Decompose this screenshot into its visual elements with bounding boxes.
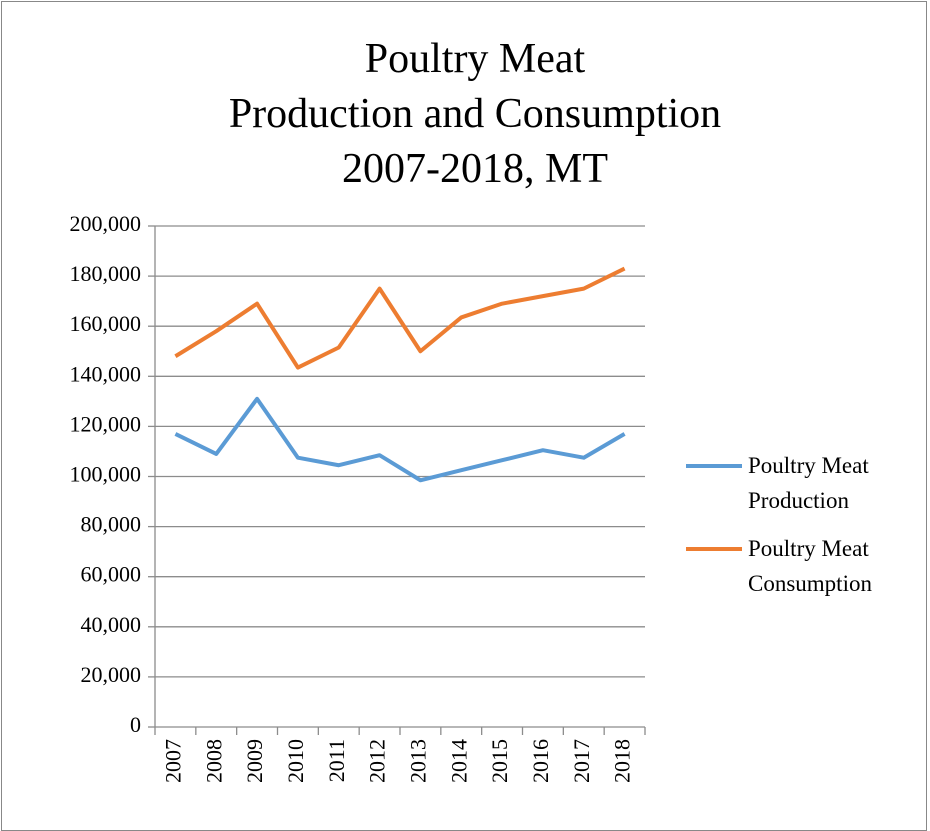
x-tick-label: 2014 [446, 739, 471, 783]
x-tick-label: 2018 [610, 739, 635, 783]
y-tick-label: 180,000 [70, 261, 142, 286]
y-tick-label: 20,000 [81, 662, 142, 687]
y-tick-label: 100,000 [70, 462, 142, 487]
y-tick-label: 80,000 [81, 512, 142, 537]
y-tick-label: 200,000 [70, 211, 142, 236]
x-tick-label: 2015 [487, 739, 512, 783]
y-tick-label: 120,000 [70, 411, 142, 436]
x-tick-label: 2012 [365, 739, 390, 783]
series-line [174, 396, 626, 483]
x-tick-label: 2008 [201, 739, 226, 783]
y-tick-label: 160,000 [70, 311, 142, 336]
y-tick-label: 140,000 [70, 361, 142, 386]
legend-label: Poultry Meat Production [748, 453, 869, 513]
y-tick-label: 60,000 [81, 562, 142, 587]
x-tick-label: 2010 [283, 739, 308, 783]
x-tick-label: 2013 [405, 739, 430, 783]
x-tick-label: 2007 [160, 739, 185, 783]
legend-label: Poultry Meat Consumption [748, 536, 872, 596]
y-tick-label: 40,000 [81, 612, 142, 637]
x-tick-label: 2016 [528, 739, 553, 783]
x-tick-label: 2011 [324, 739, 349, 782]
series-line [174, 266, 626, 370]
y-tick-label: 0 [130, 712, 141, 737]
x-tick-label: 2017 [569, 739, 594, 783]
x-tick-label: 2009 [242, 739, 267, 783]
chart-title: Poultry Meat Production and Consumption … [228, 36, 722, 192]
